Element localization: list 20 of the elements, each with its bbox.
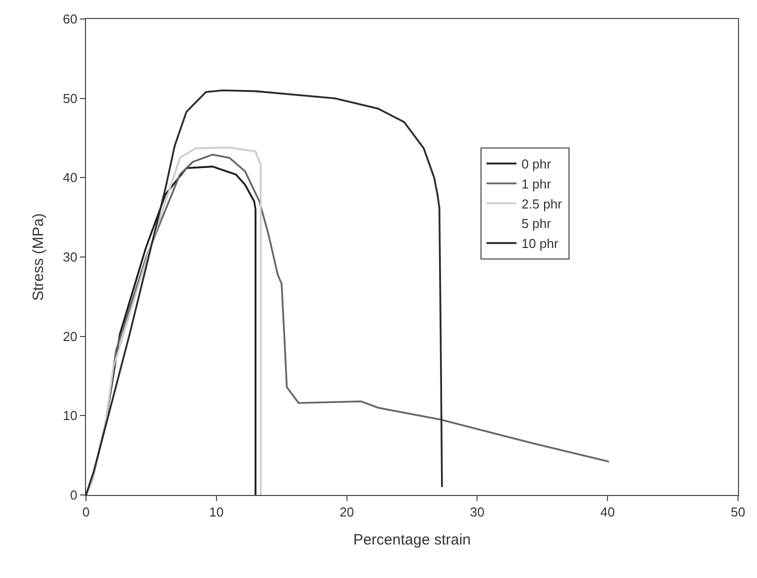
- y-axis-title: Stress (MPa): [30, 213, 48, 301]
- y-tick-label: 50: [62, 90, 78, 106]
- x-tick-label: 20: [340, 504, 354, 520]
- x-tick-label: 30: [470, 504, 484, 520]
- y-tick-label: 0: [70, 488, 78, 503]
- y-tick-label: 20: [62, 328, 78, 344]
- x-tick-label: 50: [730, 504, 746, 520]
- legend-label: 10 phr: [521, 236, 559, 252]
- legend-label: 1 phr: [521, 176, 552, 192]
- x-tick-label: 10: [209, 504, 224, 520]
- x-tick-label: 40: [600, 504, 615, 520]
- y-tick-label: 30: [62, 250, 78, 265]
- legend-label: 2.5 phr: [521, 196, 563, 212]
- text: 5 phr: [521, 216, 552, 232]
- y-tick-label: 10: [62, 408, 78, 424]
- x-tick-label: 0: [82, 504, 90, 520]
- legend-label: 0 phr: [521, 156, 552, 172]
- y-tick-label: 60: [62, 12, 78, 27]
- y-tick-label: 40: [62, 170, 78, 186]
- x-axis-title: Percentage strain: [353, 532, 471, 549]
